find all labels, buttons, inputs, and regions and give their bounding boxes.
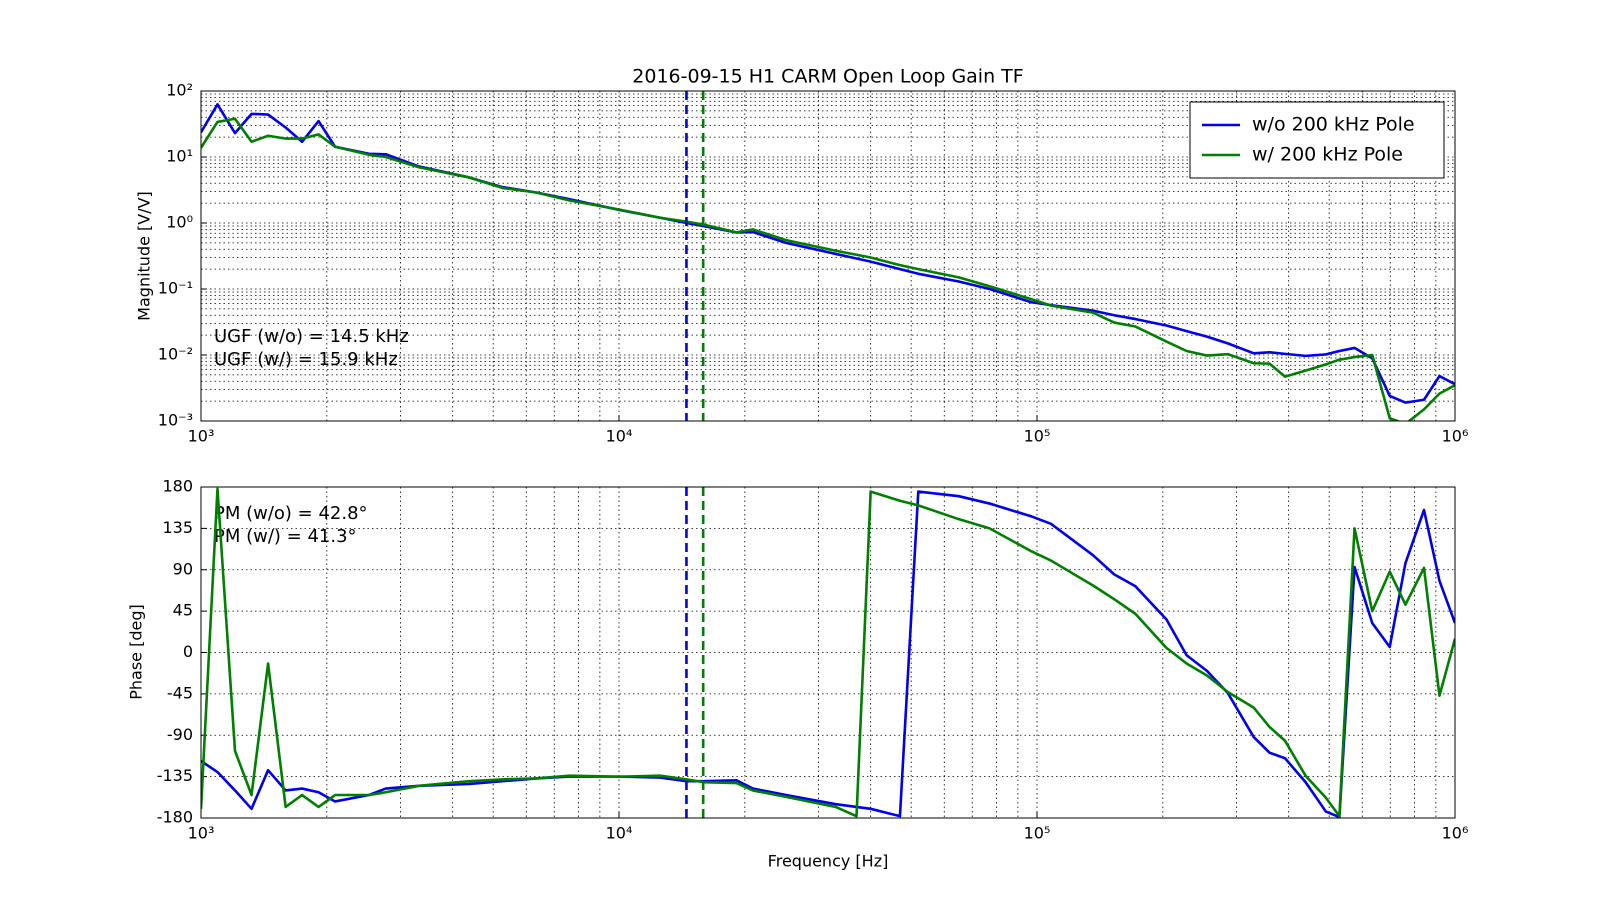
legend-label: w/ 200 kHz Pole bbox=[1252, 144, 1403, 166]
annotation: UGF (w/o) = 14.5 kHz bbox=[214, 326, 409, 347]
annotation: PM (w/o) = 42.8° bbox=[214, 503, 368, 524]
series-line bbox=[201, 490, 1455, 818]
series-line bbox=[201, 487, 1455, 818]
x-tick-label: 10⁵ bbox=[1024, 824, 1051, 843]
y-tick-label: -90 bbox=[167, 725, 193, 744]
legend-box bbox=[1189, 101, 1445, 179]
x-tick-label: 10⁶ bbox=[1442, 427, 1469, 446]
x-tick-label: 10³ bbox=[188, 427, 215, 446]
y-tick-label: 10² bbox=[166, 81, 193, 100]
axes-frame bbox=[200, 90, 1456, 422]
y-axis-label: Magnitude [V/V] bbox=[135, 191, 154, 321]
y-tick-label: 10⁰ bbox=[166, 213, 193, 232]
y-tick-label: 180 bbox=[162, 477, 193, 496]
chart-title: 2016-09-15 H1 CARM Open Loop Gain TF bbox=[632, 66, 1023, 88]
y-tick-label: 10⁻² bbox=[158, 345, 193, 364]
annotation: UGF (w/) = 15.9 kHz bbox=[214, 349, 398, 370]
y-tick-label: 135 bbox=[162, 518, 193, 537]
y-tick-label: 45 bbox=[173, 601, 193, 620]
legend-label: w/o 200 kHz Pole bbox=[1252, 114, 1415, 136]
y-tick-label: 90 bbox=[173, 559, 193, 578]
y-tick-label: -180 bbox=[157, 808, 193, 827]
x-tick-label: 10³ bbox=[188, 824, 215, 843]
series-line bbox=[201, 117, 1455, 421]
y-tick-label: 0 bbox=[183, 642, 193, 661]
x-tick-label: 10⁶ bbox=[1442, 824, 1469, 843]
y-tick-label: -45 bbox=[167, 683, 193, 702]
y-tick-label: -135 bbox=[157, 766, 193, 785]
y-axis-label: Phase [deg] bbox=[127, 604, 146, 700]
plot-lines bbox=[201, 103, 1455, 421]
x-tick-label: 10⁵ bbox=[1024, 427, 1051, 446]
x-tick-label: 10⁴ bbox=[606, 824, 633, 843]
x-tick-label: 10⁴ bbox=[606, 427, 633, 446]
plot-lines bbox=[201, 487, 1455, 818]
axes-frame bbox=[200, 486, 1456, 819]
y-tick-label: 10⁻³ bbox=[158, 411, 193, 430]
annotation: PM (w/) = 41.3° bbox=[214, 526, 357, 547]
legend: w/o 200 kHz Pole w/ 200 kHz Pole bbox=[1189, 101, 1445, 179]
x-axis-label: Frequency [Hz] bbox=[768, 852, 889, 871]
y-tick-label: 10¹ bbox=[166, 147, 193, 166]
y-tick-label: 10⁻¹ bbox=[158, 279, 193, 298]
